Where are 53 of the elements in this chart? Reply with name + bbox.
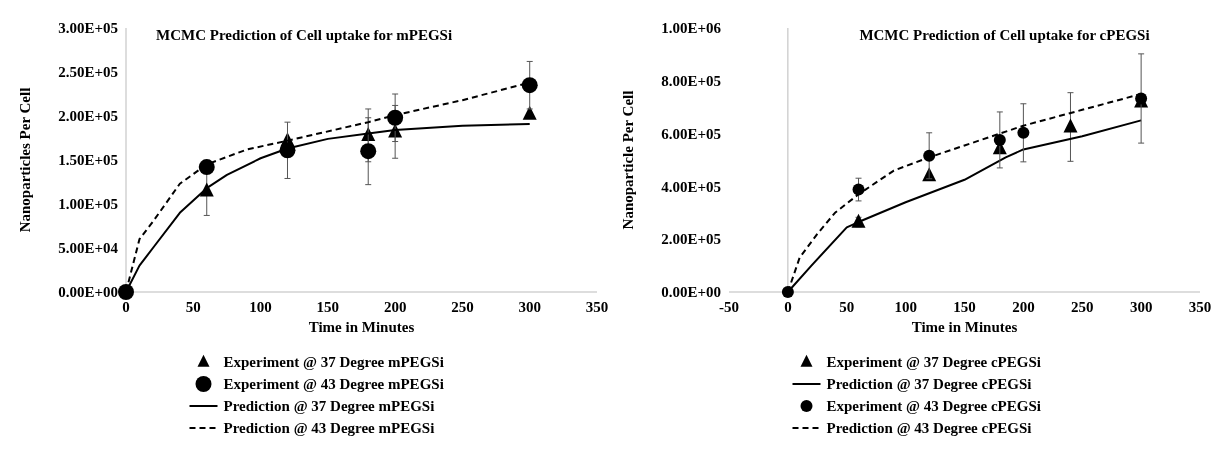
x-tick-label: 300 [1129, 299, 1153, 315]
y-tick-label: 0.00E+00 [58, 284, 118, 301]
y-tick-label: 3.00E+05 [58, 20, 118, 37]
point [781, 286, 794, 298]
x-tick-label: 350 [1188, 299, 1212, 315]
y-tick-label: 2.50E+05 [58, 64, 118, 81]
y-tick-label: 0.00E+00 [661, 284, 721, 301]
point [1063, 118, 1078, 133]
legend-label: Prediction @ 43 Degree mPEGSi [223, 420, 435, 437]
point [1017, 126, 1030, 139]
point [521, 77, 538, 94]
x-tick-label: 300 [518, 299, 541, 315]
point [852, 183, 865, 196]
point [993, 133, 1006, 146]
y-tick-label: 5.00E+04 [58, 240, 119, 257]
x-tick-label: 200 [1012, 299, 1035, 315]
x-tick-label: 350 [585, 299, 609, 315]
x-tick-label: -50 [719, 299, 739, 315]
y-tick-label: 2.00E+05 [661, 231, 721, 248]
legend-label: Prediction @ 37 Degree cPEGSi [826, 376, 1032, 393]
y-tick-label: 1.50E+05 [58, 152, 118, 169]
x-tick-label: 250 [451, 299, 474, 315]
y-tick-label: 1.00E+05 [58, 196, 118, 213]
x-tick-label: 100 [249, 299, 272, 315]
y-tick-label: 1.00E+06 [661, 20, 722, 37]
x-axis-title: Time in Minutes [308, 319, 415, 335]
chart-title: MCMC Prediction of Cell uptake for cPEGSi [859, 27, 1150, 43]
x-tick-label: 50 [839, 299, 855, 315]
y-tick-label: 6.00E+05 [661, 125, 721, 142]
legend-label: Experiment @ 43 Degree cPEGSi [826, 398, 1041, 415]
x-axis-title: Time in Minutes [911, 319, 1018, 335]
chart-title: MCMC Prediction of Cell uptake for mPEGSi [156, 27, 453, 43]
x-tick-label: 50 [185, 299, 201, 315]
x-tick-label: 150 [953, 299, 976, 315]
point [522, 105, 537, 120]
legend-label: Prediction @ 37 Degree mPEGSi [223, 398, 435, 415]
x-tick-label: 150 [316, 299, 340, 315]
x-tick-label: 0 [122, 299, 130, 315]
x-tick-label: 200 [383, 299, 407, 315]
legend-label: Prediction @ 43 Degree cPEGSi [826, 420, 1032, 437]
point [118, 284, 134, 300]
legend-label: Experiment @ 37 Degree mPEGSi [223, 354, 444, 371]
y-axis-title: Nanoparticles Per Cell [17, 87, 33, 233]
x-tick-label: 100 [894, 299, 917, 315]
y-axis-title: Nanoparticle Per Cell [620, 90, 636, 230]
x-tick-label: 0 [784, 299, 792, 315]
x-tick-label: 250 [1071, 299, 1094, 315]
y-tick-label: 4.00E+05 [661, 178, 721, 195]
legend-label: Experiment @ 37 Degree cPEGSi [826, 354, 1041, 371]
y-tick-label: 2.00E+05 [58, 108, 118, 125]
y-tick-label: 8.00E+05 [661, 73, 721, 90]
point [360, 143, 377, 160]
legend-label: Experiment @ 43 Degree mPEGSi [223, 376, 444, 393]
